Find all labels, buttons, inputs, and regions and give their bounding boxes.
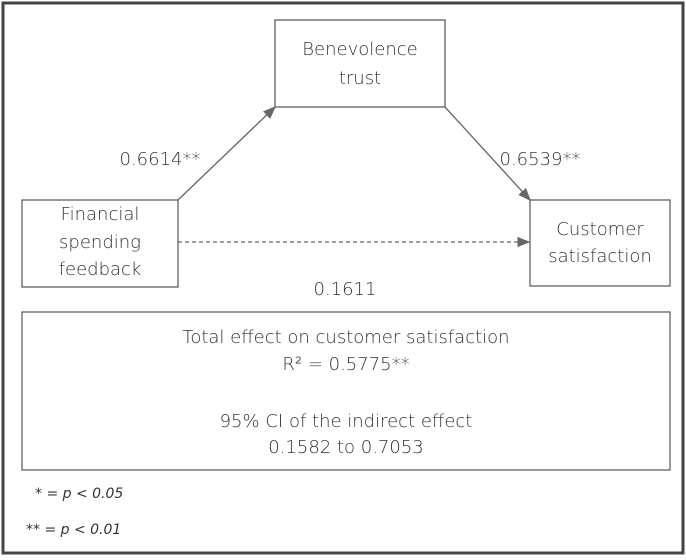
node-label: Customer bbox=[556, 219, 644, 240]
summary-box bbox=[21, 311, 671, 471]
node-box bbox=[274, 19, 446, 108]
node-label: trust bbox=[339, 68, 381, 89]
summary-text: Total effect on customer satisfaction bbox=[182, 327, 509, 348]
node-box bbox=[21, 199, 179, 288]
summary-text: R² = 0.5775** bbox=[282, 354, 409, 375]
node-label: Financial bbox=[61, 204, 140, 225]
summary-text: 95% CI of the indirect effect bbox=[220, 411, 473, 432]
node-label: spending bbox=[59, 232, 141, 253]
edge-label: 0.1611 bbox=[314, 279, 377, 300]
edge-label: 0.6539** bbox=[500, 149, 581, 170]
arrow bbox=[444, 106, 531, 201]
summary-text: 0.1582 to 0.7053 bbox=[268, 437, 423, 458]
edge-label: 0.6614** bbox=[120, 149, 201, 170]
arrow bbox=[177, 106, 276, 201]
node-label: satisfaction bbox=[548, 246, 652, 267]
note: * = p < 0.05 bbox=[35, 486, 123, 502]
note: ** = p < 0.01 bbox=[26, 522, 121, 538]
node-box bbox=[529, 199, 671, 287]
node-label: Benevolence bbox=[302, 39, 417, 60]
node-label: feedback bbox=[59, 259, 142, 280]
